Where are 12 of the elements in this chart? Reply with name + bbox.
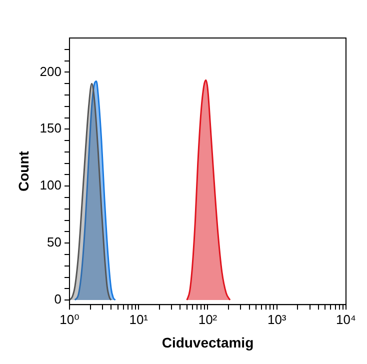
y-tick-label: 100 xyxy=(40,178,62,193)
y-axis-title: Count xyxy=(15,150,32,192)
x-tick-label: 10³ xyxy=(267,312,287,327)
y-tick-label: 50 xyxy=(47,234,62,250)
x-tick-label: 10⁰ xyxy=(60,312,80,327)
x-tick-label: 10¹ xyxy=(129,312,149,327)
x-axis-title: Ciduvectamig xyxy=(162,334,254,350)
x-tick-label: 10² xyxy=(198,312,218,327)
y-tick-label: 200 xyxy=(40,64,62,79)
x-tick-label: 10⁴ xyxy=(336,312,356,327)
y-tick-label: 150 xyxy=(40,120,62,136)
y-tick-label: 0 xyxy=(54,292,62,307)
